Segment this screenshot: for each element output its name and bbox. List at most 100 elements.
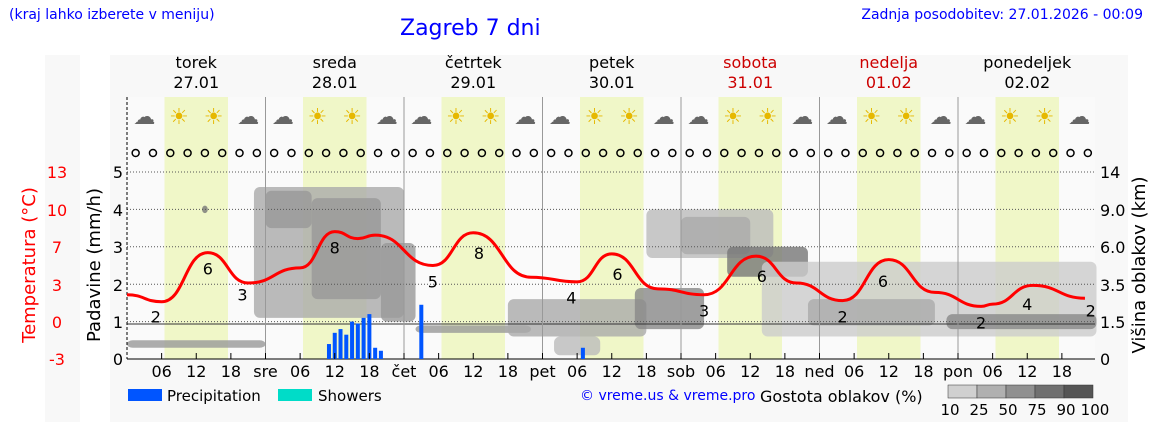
wind-calm-icon: [737, 148, 746, 158]
wind-calm-icon: [1031, 148, 1041, 158]
x-tick: sre: [253, 362, 277, 381]
temperature-label: 2: [1086, 302, 1096, 321]
x-tick: 06: [567, 362, 587, 381]
cloud-legend-swatch: [1034, 384, 1065, 399]
x-tick: 18: [636, 362, 656, 381]
x-tick: 06: [844, 362, 864, 381]
weather-icon: ☀: [862, 105, 882, 130]
temperature-label: 3: [237, 286, 247, 305]
x-tick: pet: [529, 362, 555, 381]
temperature-label: 2: [151, 308, 161, 327]
precip-tick: 2: [113, 276, 123, 295]
weather-icon: ☁: [133, 105, 155, 130]
cloud-height-tick: 1.5: [1100, 313, 1125, 332]
wind-calm-icon: [408, 148, 417, 158]
cloud-legend-swatch: [947, 384, 978, 399]
precip-bar: [580, 347, 585, 359]
temperature-label: 2: [976, 313, 986, 332]
x-tick: 12: [602, 362, 622, 381]
precip-bar: [419, 304, 424, 359]
wind-calm-icon: [962, 148, 971, 158]
cloud-layer: [380, 243, 416, 322]
precip-bar: [326, 344, 331, 359]
precip-tick: 1: [113, 313, 123, 332]
wind-calm-icon: [564, 148, 573, 158]
x-tick: 18: [1052, 362, 1072, 381]
wind-calm-icon: [460, 148, 469, 158]
x-tick: pon: [943, 362, 973, 381]
wind-calm-icon: [754, 148, 764, 158]
precipitation-legend-swatch: [128, 389, 162, 401]
day-name: četrtek: [445, 53, 503, 72]
weather-icon: ☀: [204, 105, 224, 130]
day-date: 28.01: [312, 73, 358, 92]
page-title: Zagreb 7 dni: [400, 16, 541, 41]
precip-tick: 3: [113, 238, 123, 257]
cloud-layer: [807, 299, 935, 326]
weather-icon: ☁: [687, 105, 709, 130]
wind-calm-icon: [321, 148, 331, 158]
temp-tick: 13: [47, 163, 67, 182]
x-tick: 12: [1017, 362, 1037, 381]
x-tick: 06: [982, 362, 1002, 381]
x-tick: sob: [667, 362, 695, 381]
wind-calm-icon: [823, 148, 833, 158]
day-name: petek: [589, 53, 635, 72]
wind-calm-icon: [893, 148, 902, 158]
cloud-layer: [507, 299, 647, 337]
precip-bar: [373, 347, 378, 359]
weather-icon: ☁: [964, 105, 986, 130]
cloud-layer: [646, 209, 774, 259]
left-panel: [45, 55, 80, 422]
weather-icon: ☀: [446, 105, 466, 130]
wind-calm-icon: [339, 148, 348, 158]
weather-icon: ☁: [237, 105, 259, 130]
day-date: 02.02: [1004, 73, 1050, 92]
x-tick: čet: [392, 362, 417, 381]
daylight-band: [164, 97, 228, 359]
wind-calm-icon: [200, 148, 210, 158]
wind-calm-icon: [166, 148, 175, 158]
x-tick: 12: [186, 362, 206, 381]
x-tick: 12: [325, 362, 345, 381]
showers-legend-swatch: [278, 389, 312, 401]
x-tick: ned: [804, 362, 834, 381]
temperature-label: 6: [878, 272, 888, 291]
cloud-height-tick: 6.0: [1100, 238, 1125, 257]
weather-icon: ☀: [619, 105, 639, 130]
wind-calm-icon: [771, 148, 781, 158]
weather-icon: ☀: [342, 105, 362, 130]
weather-icon: ☁: [410, 105, 432, 130]
day-name: sreda: [313, 53, 357, 72]
cloud-layer: [253, 186, 404, 318]
temperature-label: 5: [428, 273, 438, 292]
wind-calm-icon: [131, 148, 140, 158]
x-tick: 06: [428, 362, 448, 381]
cloud-legend-level: 75: [1027, 401, 1046, 419]
x-tick: 06: [290, 362, 310, 381]
precip-bar: [338, 329, 343, 359]
wind-calm-icon: [875, 148, 885, 158]
day-date: 30.01: [589, 73, 635, 92]
city-hint[interactable]: (kraj lahko izberete v meniju): [9, 7, 215, 23]
cloud-legend-level: 90: [1056, 401, 1075, 419]
wind-calm-icon: [252, 148, 262, 158]
precipitation-legend-label: Precipitation: [167, 387, 261, 405]
x-tick: 18: [221, 362, 241, 381]
wind-calm-icon: [1048, 148, 1058, 158]
temperature-label: 6: [757, 267, 767, 286]
precip-axis-label: Padavine (mm/h): [84, 188, 105, 342]
wind-calm-icon: [373, 148, 383, 158]
weather-icon: ☁: [549, 105, 571, 130]
wind-calm-icon: [235, 148, 244, 158]
x-tick: 12: [879, 362, 899, 381]
cloud-layer: [415, 325, 531, 333]
temperature-line: [126, 230, 1085, 308]
temperature-label: 6: [612, 265, 622, 284]
credit-link[interactable]: © vreme.us & vreme.pro: [580, 388, 756, 404]
wind-calm-icon: [650, 148, 660, 158]
wind-calm-icon: [512, 148, 521, 158]
wind-calm-icon: [546, 148, 556, 158]
wind-calm-icon: [806, 148, 816, 158]
